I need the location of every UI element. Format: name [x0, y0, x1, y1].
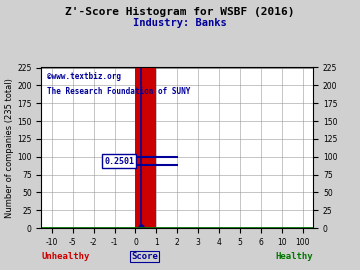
Text: Industry: Banks: Industry: Banks	[133, 18, 227, 28]
Text: The Research Foundation of SUNY: The Research Foundation of SUNY	[47, 87, 190, 96]
Text: ©www.textbiz.org: ©www.textbiz.org	[47, 72, 121, 81]
Text: Z'-Score Histogram for WSBF (2016): Z'-Score Histogram for WSBF (2016)	[65, 7, 295, 17]
Text: Unhealthy: Unhealthy	[41, 252, 90, 261]
Text: Score: Score	[131, 252, 158, 261]
Bar	[135, 60, 156, 228]
Text: Healthy: Healthy	[275, 252, 313, 261]
Y-axis label: Number of companies (235 total): Number of companies (235 total)	[5, 78, 14, 218]
Text: 0.2501: 0.2501	[104, 157, 134, 166]
